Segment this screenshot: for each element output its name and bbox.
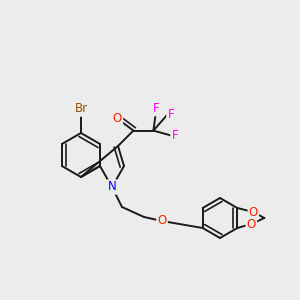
Text: Br: Br (74, 103, 88, 116)
Text: N: N (108, 181, 116, 194)
Text: O: O (249, 206, 258, 218)
Text: O: O (113, 112, 122, 125)
Text: F: F (153, 102, 160, 115)
Text: F: F (171, 129, 178, 142)
Text: O: O (158, 214, 166, 227)
Text: F: F (167, 108, 174, 121)
Text: O: O (247, 218, 256, 230)
